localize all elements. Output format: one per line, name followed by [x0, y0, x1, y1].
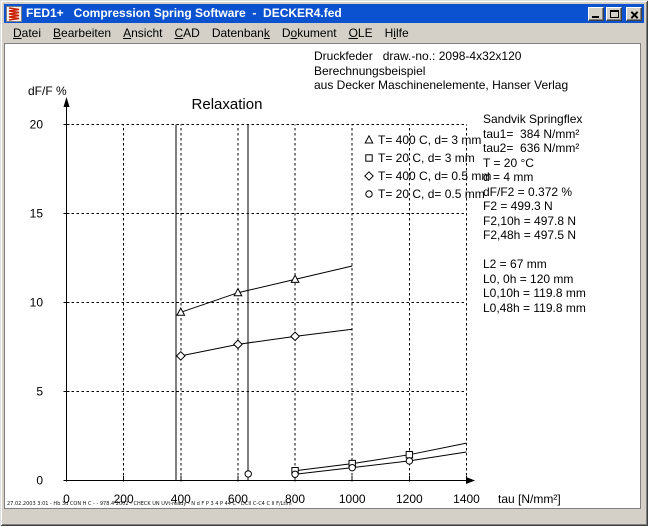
header-line: Berechnungsbeispiel	[314, 63, 426, 78]
legend-triangle-marker	[364, 134, 374, 144]
circle-marker	[405, 457, 414, 465]
info-line: L2 = 67 mm	[483, 257, 547, 271]
menu-item-hilfe[interactable]: Hilfe	[384, 26, 409, 40]
x-tick-label: 200	[114, 492, 134, 506]
legend-label: T= 400 C, d= 0.5 mm	[378, 169, 491, 183]
status-bar-text: 27.02.2003 3:01 - Hb 3d CON H C - - 978.…	[7, 501, 292, 507]
legend-label: T= 20 C, d= 0.5 mm	[378, 187, 485, 201]
x-tick-label: 1200	[396, 492, 423, 506]
y-tick-label: 5	[36, 385, 43, 399]
close-button[interactable]	[626, 6, 642, 21]
y-axis-label: dF/F %	[28, 84, 67, 98]
series-curve-3	[295, 451, 467, 475]
x-tick-label: 600	[228, 492, 248, 506]
info-line: L0, 0h = 120 mm	[483, 271, 574, 286]
maximize-button[interactable]	[606, 6, 622, 21]
info-line: L0,48h = 119.8 mm	[483, 300, 586, 315]
legend-diamond-marker	[364, 171, 374, 181]
menu-item-datenbank[interactable]: Datenbank	[211, 26, 270, 40]
diamond-marker	[290, 331, 300, 342]
relaxation-chart: 0 200 400 600 800 1000 1200 1400 0 5 10 15 20 Relaxat…	[28, 84, 561, 506]
menu-item-bearbeiten[interactable]: Bearbeiten	[53, 26, 112, 40]
window-title: FED1+ Compression Spring Software - DECK…	[26, 6, 342, 20]
info-line: dF/F2 = 0.372 %	[483, 184, 573, 199]
x-tick-label: 1000	[339, 492, 366, 506]
info-line: tau2= 636 N/mm²	[483, 141, 580, 155]
drawing-header: Druckfeder draw.-no.: 2098-4x32x120 Berec…	[314, 49, 568, 93]
triangle-marker	[233, 287, 243, 297]
series-curve-2	[180, 328, 353, 357]
spring-info-panel: Sandvik Springflex tau1= 384 N/mm² tau2= 6…	[483, 112, 586, 315]
close-icon	[630, 10, 639, 19]
menu-bar[interactable]: Datei Bearbeiten Ansicht CAD Datenbank Dokume…	[4, 23, 644, 43]
spring-icon	[6, 5, 22, 22]
x-tick-label: 1400	[453, 492, 480, 506]
chart-title: Relaxation	[192, 96, 263, 113]
x-tick-label: 0	[63, 492, 70, 506]
series-curve-1	[295, 442, 467, 472]
triangle-marker	[290, 274, 300, 283]
y-tick-label: 0	[36, 474, 43, 488]
client-area: 0 200 400 600 800 1000 1200 1400 0 5 10 15 20 Relaxat…	[4, 43, 641, 509]
operating-point-marker	[244, 470, 252, 478]
title-bar[interactable]: FED1+ Compression Spring Software - DECK…	[4, 4, 644, 23]
info-line: F2 = 499.3 N	[483, 199, 553, 213]
menu-item-dokument[interactable]: Dokument	[281, 26, 337, 40]
y-tick-label: 10	[30, 296, 44, 310]
maximize-icon	[610, 9, 619, 18]
x-tick-label: 400	[171, 492, 191, 506]
info-line: Sandvik Springflex	[483, 112, 583, 126]
header-line: aus Decker Maschinenelemente, Hanser Ver…	[314, 78, 569, 92]
circle-marker	[348, 463, 356, 472]
info-line: L0,10h = 119.8 mm	[483, 286, 586, 300]
header-line: Druckfeder draw.-no.: 2098-4x32x120	[314, 49, 522, 63]
diamond-marker	[175, 350, 186, 361]
y-axis-arrow-icon	[63, 97, 70, 107]
x-axis-label: tau [N/mm²]	[498, 492, 561, 506]
menu-item-ole[interactable]: OLE	[348, 26, 373, 40]
info-line: tau1= 384 N/mm²	[483, 126, 580, 141]
minimize-button[interactable]	[588, 6, 604, 21]
diamond-marker	[233, 339, 243, 350]
info-line: T = 20 °C	[483, 155, 534, 170]
triangle-marker	[176, 307, 186, 316]
x-tick-label: 800	[285, 492, 305, 506]
info-line: d = 4 mm	[483, 170, 534, 184]
legend-square-marker	[365, 154, 373, 162]
legend-circle-marker	[365, 190, 373, 198]
info-line	[483, 243, 586, 258]
y-tick-label: 15	[30, 207, 44, 221]
x-axis-arrow-icon	[466, 477, 475, 484]
circle-marker	[291, 470, 299, 478]
square-marker	[405, 450, 414, 459]
info-line: F2,48h = 497.5 N	[483, 228, 577, 242]
menu-item-ansicht[interactable]: Ansicht	[123, 26, 163, 40]
menu-item-datei[interactable]: Datei	[13, 26, 42, 40]
series-curve-0	[180, 265, 353, 313]
menu-item-cad[interactable]: CAD	[174, 26, 200, 40]
info-line: F2,10h = 497.8 N	[483, 213, 577, 228]
y-tick-label: 20	[30, 118, 44, 132]
legend-label: T= 20 C, d= 3 mm	[378, 151, 475, 165]
minimize-icon	[592, 15, 599, 18]
legend-label: T= 400 C, d= 3 mm	[378, 133, 481, 147]
